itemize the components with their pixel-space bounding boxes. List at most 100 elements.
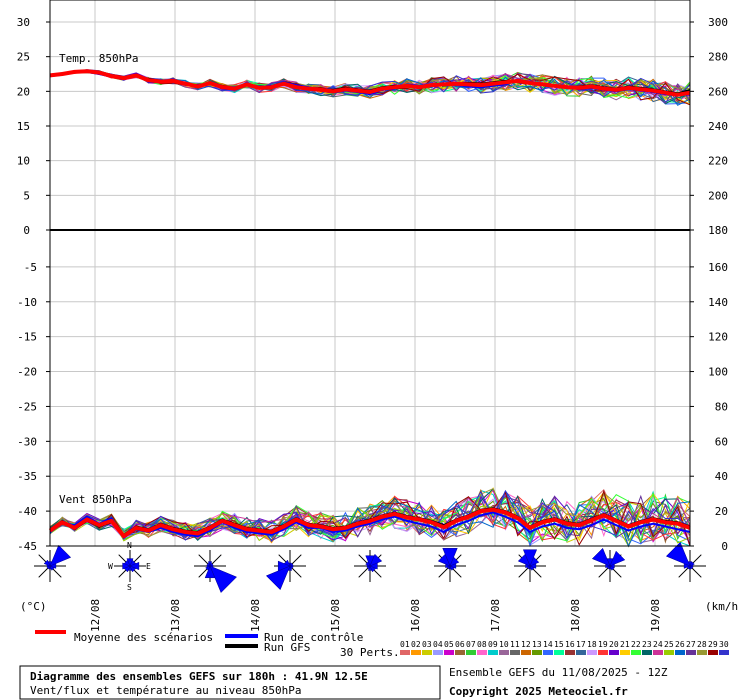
y-tick-right: 240: [708, 120, 728, 133]
pert-number: 11: [510, 640, 520, 649]
footer-subtitle: Vent/flux et température au niveau 850hP…: [30, 684, 302, 697]
pert-number: 02: [411, 640, 421, 649]
x-tick-label: 12/08: [89, 599, 102, 632]
y-tick-left: -20: [17, 366, 37, 379]
pert-number: 24: [653, 640, 663, 649]
pert-swatch: [653, 650, 663, 655]
pert-number: 03: [422, 640, 432, 649]
pert-number: 01: [400, 640, 410, 649]
pert-number: 30: [719, 640, 729, 649]
rose-sector: [123, 559, 131, 567]
rose-sector: [609, 550, 626, 567]
y-tick-right: 40: [715, 470, 728, 483]
pert-swatch: [598, 650, 608, 655]
pert-number: 15: [554, 640, 564, 649]
rose-sector: [591, 547, 611, 567]
pert-number: 13: [532, 640, 542, 649]
pert-swatch: [543, 650, 553, 655]
pert-swatch: [609, 650, 619, 655]
y-tick-left: 30: [17, 16, 30, 29]
pert-swatch: [477, 650, 487, 655]
pert-swatch: [554, 650, 564, 655]
wind-rose: [354, 550, 386, 582]
pert-swatch: [686, 650, 696, 655]
pert-swatch: [488, 650, 498, 655]
perturbation-line: [49, 70, 691, 103]
pert-swatch: [455, 650, 465, 655]
pert-number: 17: [576, 640, 586, 649]
pert-swatch: [565, 650, 575, 655]
pert-swatch: [675, 650, 685, 655]
perturbation-line: [49, 488, 691, 541]
y-tick-right: 0: [721, 540, 728, 553]
y-tick-right: 60: [715, 435, 728, 448]
y-tick-left: -10: [17, 296, 37, 309]
pert-number: 12: [521, 640, 531, 649]
pert-swatch: [521, 650, 531, 655]
wind-rose: NESW: [108, 541, 151, 592]
x-tick-label: 13/08: [169, 599, 182, 632]
x-tick-label: 16/08: [409, 599, 422, 632]
pert-swatch: [697, 650, 707, 655]
pert-number: 29: [708, 640, 718, 649]
rose-sector: [206, 562, 211, 567]
y-tick-right: 220: [708, 155, 728, 168]
y-tick-left: 0: [23, 224, 30, 237]
pert-number: 06: [455, 640, 465, 649]
pert-number: 19: [598, 640, 608, 649]
y-tick-right: 20: [715, 505, 728, 518]
pert-number: 25: [664, 640, 674, 649]
pert-swatch: [642, 650, 652, 655]
x-tick-label: 18/08: [569, 599, 582, 632]
pert-swatch: [510, 650, 520, 655]
pert-number: 23: [642, 640, 652, 649]
rose-sector: [204, 565, 216, 579]
pert-swatch: [664, 650, 674, 655]
unit-right-label: (km/h): [705, 600, 740, 613]
pert-swatch: [576, 650, 586, 655]
y-tick-right: 80: [715, 400, 728, 413]
y-tick-left: 15: [17, 120, 30, 133]
perturbation-line: [49, 491, 691, 543]
pert-swatch: [708, 650, 718, 655]
rose-south-label: S: [127, 583, 132, 592]
y-tick-right: 160: [708, 261, 728, 274]
pert-number: 18: [587, 640, 597, 649]
legend-perts-label: 30 Perts.: [340, 646, 400, 659]
pert-number: 21: [620, 640, 630, 649]
rose-sector: [49, 544, 72, 567]
pert-number: 28: [697, 640, 707, 649]
y-tick-left: 20: [17, 85, 30, 98]
temp-panel-label: Temp. 850hPa: [59, 52, 138, 65]
y-tick-right: 260: [708, 85, 728, 98]
pert-swatch: [719, 650, 729, 655]
pert-swatch: [433, 650, 443, 655]
rose-sector: [209, 565, 238, 594]
rose-sector: [517, 553, 531, 567]
rose-sector: [665, 541, 691, 567]
x-tick-label: 14/08: [249, 599, 262, 632]
pert-swatch: [444, 650, 454, 655]
pert-number: 26: [675, 640, 685, 649]
y-tick-right: 140: [708, 296, 728, 309]
pert-number: 14: [543, 640, 553, 649]
y-tick-left: 5: [23, 189, 30, 202]
rose-sector: [283, 559, 291, 567]
wind-roses: NESW: [34, 541, 706, 594]
wind-rose: [591, 547, 626, 582]
perts-legend: 01 02 03 04 05 06 07 08 09 10 11 12 13 14 15 16 17 18 19 20…: [400, 640, 729, 655]
wind-rose: [265, 550, 306, 591]
y-tick-right: 100: [708, 366, 728, 379]
wind-rose: [34, 544, 72, 582]
x-tick-label: 15/08: [329, 599, 342, 632]
y-tick-right: 280: [708, 51, 728, 64]
x-tick-label: 17/08: [489, 599, 502, 632]
series-line-wind: [49, 511, 691, 539]
wind-rose: [434, 548, 466, 582]
x-tick-label: 19/08: [649, 599, 662, 632]
y-tick-right: 200: [708, 189, 728, 202]
legend-mean-label: Moyenne des scénarios: [74, 631, 213, 644]
plot-frame: [46, 0, 694, 547]
